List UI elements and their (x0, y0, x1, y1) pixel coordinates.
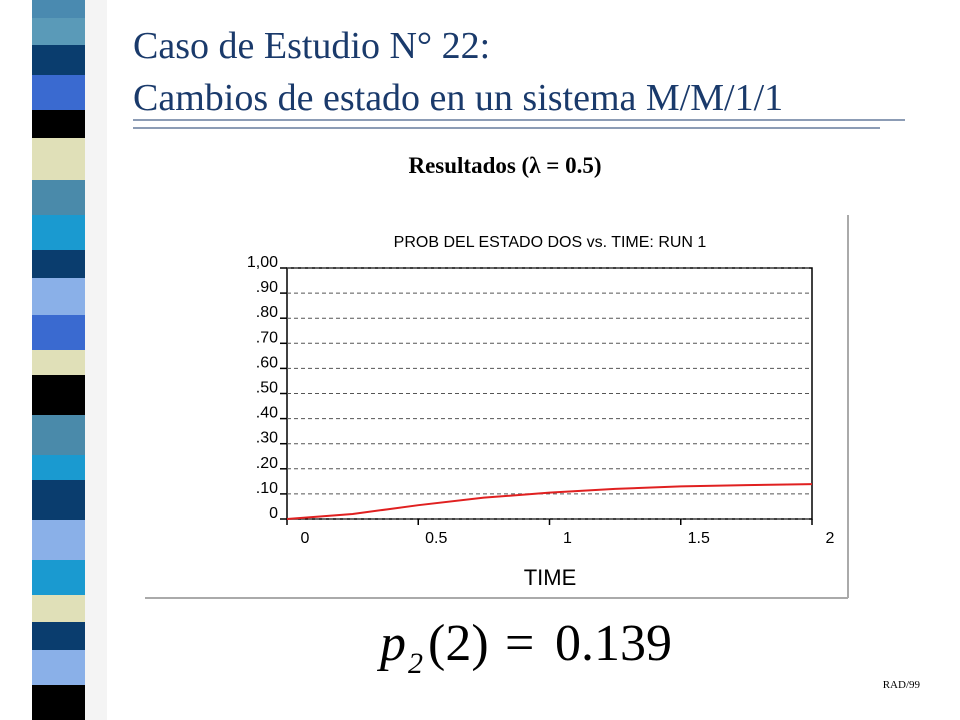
formula-argument: (2) (428, 615, 489, 672)
footer: RAD/99 (883, 679, 921, 691)
y-tick-label: 0 (269, 505, 278, 522)
y-tick-label: .10 (256, 480, 278, 497)
y-tick-label: .40 (256, 405, 278, 422)
x-axis-label: TIME (524, 565, 577, 590)
chart: PROB DEL ESTADO DOS vs. TIME: RUN 1 TIME… (145, 215, 849, 599)
x-tick-label: 1 (563, 530, 572, 547)
x-tick-label: 2 (826, 530, 835, 547)
x-tick-label: 0 (301, 530, 310, 547)
chart-bg (145, 215, 848, 598)
y-tick-label: .90 (256, 279, 278, 296)
chart-title: PROB DEL ESTADO DOS vs. TIME: RUN 1 (394, 234, 707, 251)
y-tick-label: .30 (256, 430, 278, 447)
formula-symbol: p (376, 615, 406, 672)
x-tick-label: 1.5 (688, 530, 710, 547)
formula-value: 0.139 (555, 615, 672, 672)
formula-subscript: 2 (408, 647, 423, 680)
x-tick-label: 0.5 (425, 530, 447, 547)
decor-strip (32, 0, 107, 720)
y-tick-label: .70 (256, 329, 278, 346)
y-tick-label: .20 (256, 455, 278, 472)
y-tick-label: 1,00 (247, 254, 278, 271)
title: Cambios de estado en un sistema M/M/1/1 (133, 77, 783, 119)
subtitle: Resultados (λ = 0.5) (408, 153, 601, 178)
y-tick-label: .80 (256, 304, 278, 321)
title: Caso de Estudio N° 22: (133, 25, 490, 67)
y-tick-label: .50 (256, 380, 278, 397)
formula-equals: = (505, 615, 534, 672)
data-line (286, 483, 813, 520)
formula: p 2 (2) = 0.139 (376, 615, 672, 680)
y-tick-label: .60 (256, 354, 278, 371)
